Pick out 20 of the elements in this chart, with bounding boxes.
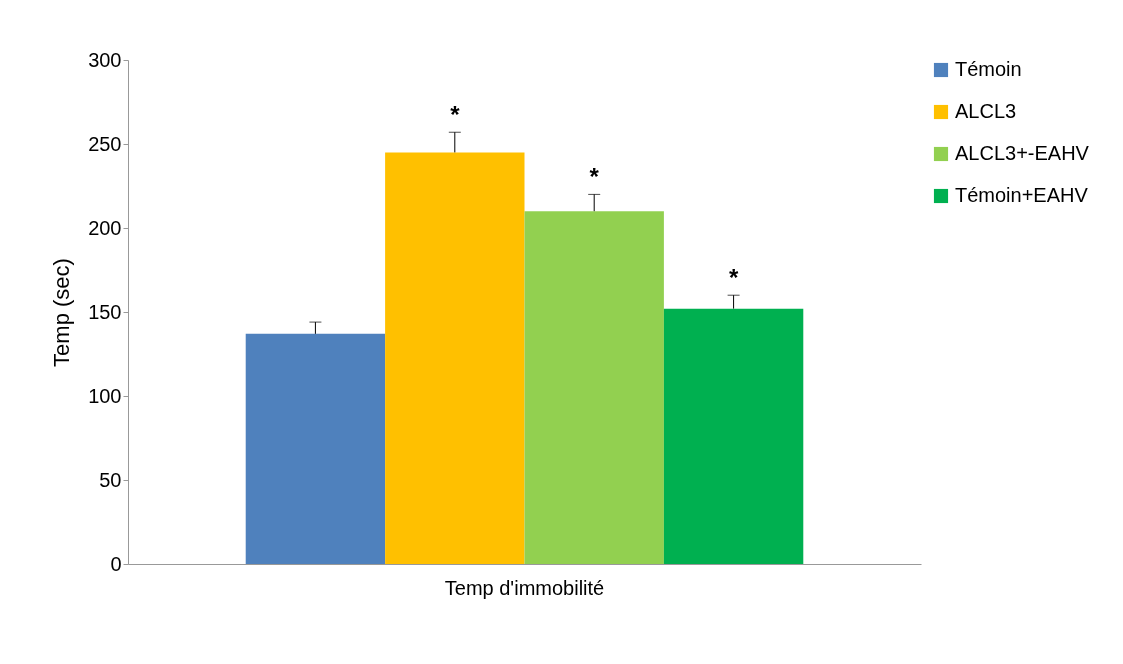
y-tick-label: 250 [88,132,122,155]
x-tick-label: Temp d'immobilité [444,576,605,599]
y-tick-label: 300 [88,48,122,71]
legend-label: Témoin+EAHV [955,184,1089,206]
bar [663,308,804,564]
y-axis-title: Temp (sec) [49,258,75,367]
data-label: * [450,101,461,129]
bar [385,152,525,564]
legend-label: ALCL3 [955,100,1017,122]
legend-label: ALCL3+-EAHV [955,142,1090,164]
y-tick-label: 150 [88,300,122,323]
y-tick-label: 100 [88,384,122,407]
bar [524,211,664,564]
data-label: * [728,264,739,292]
y-tick-label: 50 [99,468,122,491]
bar [245,333,386,564]
legend-label: Témoin [955,58,1022,80]
y-tick-label: 200 [88,216,122,239]
data-label: * [589,163,600,191]
y-tick-label: 0 [110,552,122,575]
